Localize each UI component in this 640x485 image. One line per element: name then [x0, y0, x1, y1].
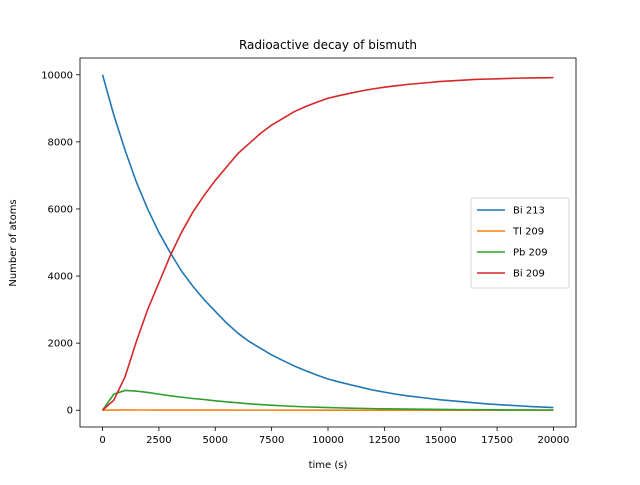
x-tick-label: 12500: [368, 435, 400, 446]
x-tick-label: 7500: [259, 435, 284, 446]
legend-label-pb-209: Pb 209: [513, 248, 548, 259]
y-tick-label: 8000: [48, 137, 73, 148]
x-tick-label: 20000: [538, 435, 570, 446]
y-axis-label: Number of atoms: [8, 199, 19, 286]
y-tick-label: 0: [67, 406, 73, 417]
y-tick-label: 6000: [48, 204, 73, 215]
y-tick-label: 2000: [48, 339, 73, 350]
x-tick-label: 5000: [203, 435, 228, 446]
x-tick-label: 17500: [481, 435, 513, 446]
x-axis-label: time (s): [309, 460, 348, 471]
y-tick-label: 4000: [48, 272, 73, 283]
legend: Bi 213 Tl 209 Pb 209 Bi 209: [471, 198, 569, 288]
y-tick-label: 10000: [41, 70, 73, 81]
x-tick-label: 10000: [312, 435, 344, 446]
x-tick-label: 2500: [146, 435, 171, 446]
x-tick-label: 15000: [425, 435, 457, 446]
legend-label-bi-213: Bi 213: [513, 206, 545, 217]
legend-label-bi-209: Bi 209: [513, 269, 545, 280]
legend-label-tl-209: Tl 209: [512, 227, 544, 238]
x-tick-label: 0: [99, 435, 105, 446]
chart-title: Radioactive decay of bismuth: [239, 38, 417, 52]
